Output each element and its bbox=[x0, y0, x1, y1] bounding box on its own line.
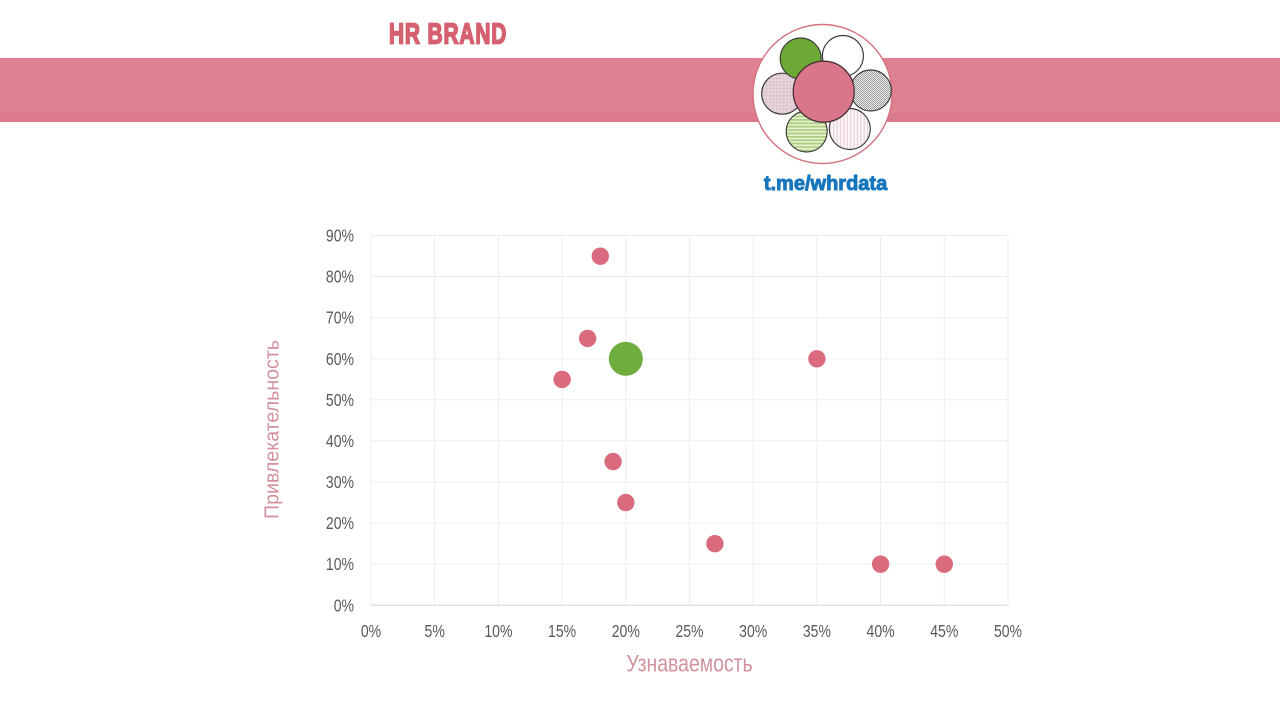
svg-text:10%: 10% bbox=[326, 555, 354, 575]
svg-text:30%: 30% bbox=[739, 621, 767, 641]
svg-text:Привлекательность: Привлекательность bbox=[261, 340, 283, 519]
svg-text:60%: 60% bbox=[326, 349, 354, 369]
svg-text:20%: 20% bbox=[326, 513, 354, 533]
svg-text:Узнаваемость: Узнаваемость bbox=[626, 650, 752, 677]
svg-text:30%: 30% bbox=[326, 472, 354, 492]
svg-text:40%: 40% bbox=[867, 621, 895, 641]
svg-text:35%: 35% bbox=[803, 621, 831, 641]
svg-text:90%: 90% bbox=[326, 226, 354, 246]
svg-text:10%: 10% bbox=[484, 621, 512, 641]
svg-text:80%: 80% bbox=[326, 267, 354, 287]
svg-text:t.me/whrdata: t.me/whrdata bbox=[764, 173, 888, 195]
svg-text:20%: 20% bbox=[612, 621, 640, 641]
svg-text:40%: 40% bbox=[326, 431, 354, 451]
svg-text:50%: 50% bbox=[326, 390, 354, 410]
svg-text:5%: 5% bbox=[425, 621, 445, 641]
svg-text:70%: 70% bbox=[326, 308, 354, 328]
svg-text:HR BRAND: HR BRAND bbox=[389, 18, 507, 50]
svg-text:15%: 15% bbox=[548, 621, 576, 641]
svg-text:50%: 50% bbox=[994, 621, 1022, 641]
svg-text:45%: 45% bbox=[930, 621, 958, 641]
svg-text:0%: 0% bbox=[361, 621, 381, 641]
svg-text:0%: 0% bbox=[334, 596, 354, 616]
svg-text:25%: 25% bbox=[675, 621, 703, 641]
